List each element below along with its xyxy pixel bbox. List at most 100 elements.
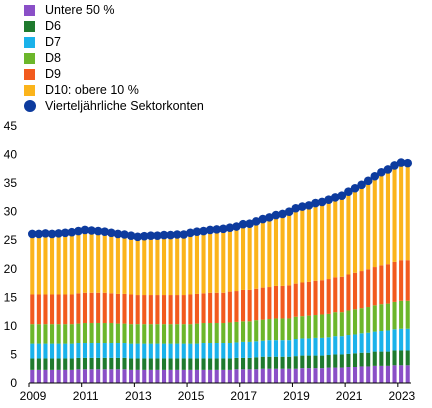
bar-segment	[194, 358, 199, 370]
bar-segment	[109, 369, 114, 383]
bar-segment	[300, 368, 305, 383]
bar-segment	[109, 323, 114, 344]
bar-segment	[287, 318, 292, 341]
line-point	[186, 228, 195, 238]
bar-segment	[115, 369, 120, 383]
bar-segment	[148, 324, 153, 344]
bar-segment	[333, 197, 338, 278]
bar-segment	[399, 365, 404, 383]
bar-segment	[155, 369, 160, 383]
bar-segment	[241, 224, 246, 290]
bar-segment	[50, 324, 55, 344]
line-point	[80, 225, 90, 235]
bar-segment	[221, 228, 226, 293]
bar-segment	[30, 233, 35, 295]
legend: Untere 50 % D6 D7 D8 D9 D10: obere 10 % …	[24, 2, 204, 114]
legend-label: D6	[45, 19, 61, 33]
bar-segment	[56, 324, 61, 344]
bar-segment	[142, 236, 147, 296]
bar-segment	[366, 366, 371, 383]
bar-segment	[89, 343, 94, 358]
bar-segment	[267, 368, 272, 383]
bar-segment	[254, 341, 259, 358]
bar-segment	[63, 294, 68, 325]
bar-segment	[82, 357, 88, 370]
bar-segment	[122, 293, 127, 324]
bar-segment	[122, 357, 127, 370]
legend-swatch	[24, 20, 35, 32]
bar-segment	[241, 357, 246, 370]
bar-segment	[175, 324, 180, 344]
bar-segment	[234, 342, 239, 358]
bar-segment	[36, 369, 41, 383]
bar-segment	[89, 230, 94, 293]
bar-segment	[293, 368, 298, 383]
bar-segment	[392, 165, 397, 262]
bar-segment	[234, 291, 239, 322]
line-point	[166, 230, 175, 240]
bar-segment	[155, 235, 160, 296]
bar-segment	[326, 355, 331, 368]
bar-segment	[122, 369, 127, 383]
bar-segment	[221, 358, 226, 370]
bar-segment	[214, 323, 219, 344]
bar-segment	[221, 343, 226, 359]
legend-label: D7	[45, 35, 61, 49]
bar-segment	[82, 343, 88, 358]
bar-segment	[293, 316, 298, 340]
line-point	[218, 224, 228, 234]
bar-segment	[122, 323, 127, 344]
legend-item: Untere 50 %	[24, 2, 204, 18]
bar-segment	[168, 343, 173, 359]
bar-segment	[247, 357, 252, 370]
bar-segment	[320, 368, 325, 383]
bar-segment	[43, 233, 48, 295]
bar-segment	[201, 293, 206, 324]
bar-segment	[313, 368, 318, 383]
bar-segment	[30, 369, 35, 383]
bar-segment	[129, 294, 134, 325]
bar-segment	[69, 294, 74, 325]
line-point	[317, 197, 327, 207]
bar-segment	[385, 264, 390, 304]
bar-segment	[405, 260, 410, 301]
x-tick-label: 2021	[336, 389, 363, 403]
bar-segment	[63, 232, 68, 295]
bar-segment	[36, 294, 41, 325]
bar-segment	[280, 356, 285, 369]
bar-segment	[181, 369, 186, 383]
line-point	[139, 231, 149, 241]
bar-segment	[372, 365, 377, 383]
line-point	[205, 225, 215, 235]
bar-segment	[194, 323, 199, 344]
bar-segment	[280, 285, 285, 319]
bar-segment	[399, 163, 404, 261]
bar-segment	[135, 295, 140, 325]
bar-segment	[188, 233, 193, 295]
bar-segment	[293, 339, 298, 357]
bar-segment	[320, 355, 325, 369]
bar-segment	[333, 336, 338, 355]
bar-segment	[181, 324, 186, 344]
bar-segment	[161, 343, 167, 359]
x-tick-label: 2011	[73, 389, 99, 403]
bar-segment	[379, 351, 384, 366]
bar-segment	[313, 315, 318, 338]
bar-segment	[326, 337, 331, 356]
bar-segment	[326, 313, 331, 338]
bar-segment	[241, 289, 246, 322]
bar-segment	[214, 343, 219, 359]
bar-segment	[194, 343, 199, 359]
line-point	[172, 230, 182, 239]
bar-segment	[267, 340, 272, 357]
y-tick-label: 35	[4, 176, 18, 190]
bar-segment	[129, 324, 134, 344]
bar-segment	[333, 312, 338, 337]
bar-segment	[148, 358, 153, 370]
bar-segment	[50, 233, 55, 295]
bar-segment	[346, 191, 351, 275]
bar-segment	[115, 323, 120, 344]
line-point	[363, 176, 373, 186]
bar-segment	[260, 368, 265, 383]
bar-segment	[293, 283, 298, 317]
